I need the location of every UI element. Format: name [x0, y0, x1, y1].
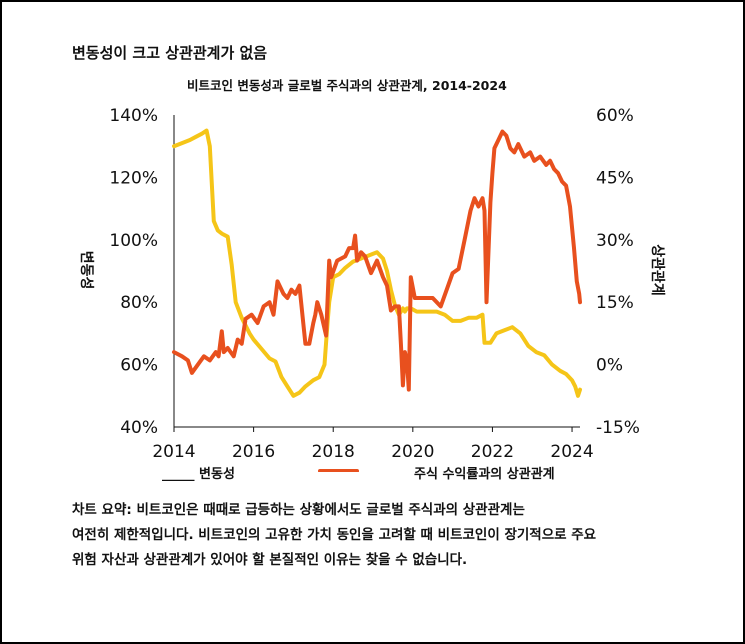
x-tick-label: 2018	[312, 442, 355, 462]
y2-tick-label: 45%	[596, 168, 634, 188]
y-tick-label: 40%	[120, 418, 158, 438]
summary-line: 위험 자산과 상관관계가 있어야 할 본질적인 이유는 찾을 수 없습니다.	[72, 552, 468, 568]
x-tick-label: 2024	[550, 442, 593, 462]
x-tick-label: 2020	[391, 442, 434, 462]
tick-labels-group: 2014 2016 2018 2020 2022 2024 40% 60% 80% 100% 120…	[109, 106, 640, 462]
x-tick-label: 2022	[471, 442, 514, 462]
y2-tick-label: 0%	[596, 356, 623, 376]
y2-tick-label: 30%	[596, 231, 634, 251]
y2-axis-label: 상관관계	[649, 244, 666, 296]
x-tick-label: 2016	[232, 442, 275, 462]
legend-correlation: 주식 수익률과의 상관관계	[414, 467, 555, 482]
page-heading: 변동성이 크고 상관관계가 없음	[72, 44, 268, 62]
chart-plot: 2014 2016 2018 2020 2022 2024 40% 60% 80% 100% 120…	[78, 106, 666, 462]
correlation-series-line	[172, 129, 582, 392]
legend-volatility: _____ 변동성	[162, 467, 235, 482]
y-tick-label: 100%	[109, 231, 158, 251]
summary-line: 차트 요약: 비트코인은 때때로 급등하는 상황에서도 글로벌 주식과의 상관관…	[72, 502, 525, 518]
y-tick-label: 140%	[109, 106, 158, 126]
x-tick-label: 2014	[152, 442, 195, 462]
volatility-series-line	[172, 128, 582, 398]
series-group	[172, 128, 582, 398]
y2-tick-label: -15%	[596, 418, 640, 438]
axes-group	[173, 115, 580, 428]
y-tick-label: 80%	[120, 293, 158, 313]
y2-tick-label: 15%	[596, 293, 634, 313]
y-axis-label: 변동성	[78, 251, 94, 290]
legend-swatches	[318, 469, 359, 472]
summary-line: 여전히 제한적입니다. 비트코인의 고유한 가치 동인을 고려할 때 비트코인이…	[72, 527, 597, 543]
y-tick-label: 60%	[120, 356, 158, 376]
chart-summary: 차트 요약: 비트코인은 때때로 급등하는 상황에서도 글로벌 주식과의 상관관…	[72, 498, 682, 573]
y-tick-label: 120%	[109, 168, 158, 188]
chart-title: 비트코인 변동성과 글로벌 주식과의 상관관계, 2014-2024	[187, 78, 507, 93]
y2-tick-label: 60%	[596, 106, 634, 126]
